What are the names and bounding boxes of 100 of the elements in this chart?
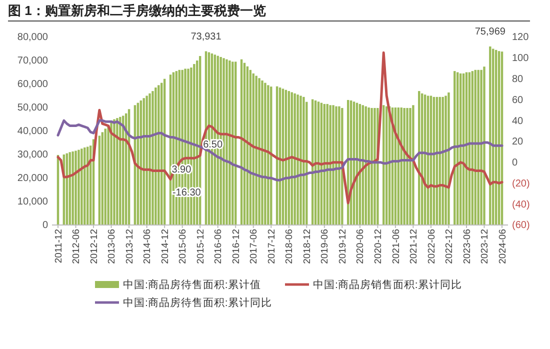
y2-tick-label: 20	[512, 136, 524, 148]
x-tick-label: 2016-12	[230, 229, 242, 264]
x-tick-label: 2022-06	[426, 229, 438, 264]
y-tick-label: 50,000	[17, 102, 48, 114]
bar	[294, 93, 296, 225]
x-tick-label: 2019-12	[337, 229, 348, 264]
chart-title: 图 1：购置新房和二手房缴纳的主要税费一览	[8, 3, 266, 18]
x-tick-label: 2014-12	[160, 229, 171, 264]
y2-tick-label: 120	[512, 32, 530, 44]
y-tick-label: 20,000	[17, 173, 48, 184]
bar	[228, 60, 231, 225]
y2-tick-label: (40)	[512, 199, 530, 210]
y2-tick-label: (20)	[512, 178, 530, 190]
line-series	[56, 119, 504, 182]
bar	[374, 108, 376, 225]
bar	[406, 108, 408, 225]
bar	[300, 96, 302, 225]
y-tick-label: 80,000	[17, 32, 48, 44]
x-tick-label: 2018-12	[302, 229, 313, 264]
x-tick-label: 2017-06	[248, 229, 260, 264]
bar	[332, 105, 334, 225]
y2-tick-label: (60)	[512, 220, 530, 232]
bar	[264, 82, 266, 225]
bar	[442, 96, 444, 225]
x-tick-label: 2012-06	[71, 229, 82, 264]
bar	[142, 98, 145, 225]
x-tick-label: 2014-06	[142, 229, 154, 264]
y2-tick-label: 80	[512, 74, 524, 85]
x-tick-label: 2024-06	[497, 229, 508, 264]
bar	[72, 151, 74, 225]
bar	[444, 96, 447, 225]
bar	[368, 108, 370, 225]
x-tick-label: 2017-12	[266, 229, 278, 264]
bar	[290, 92, 293, 225]
y-tick-label: 30,000	[17, 150, 48, 161]
legend-label: 中国:商品房销售面积:累计同比	[313, 278, 462, 291]
bar	[370, 108, 373, 225]
x-tick-label: 2023-06	[462, 229, 473, 264]
y2-tick-label: 60	[512, 94, 524, 106]
bar	[483, 66, 486, 225]
bar	[258, 78, 260, 225]
bar	[255, 76, 258, 225]
y2-tick-label: 100	[512, 53, 530, 64]
legend-label: 中国:商品房待售面积:累计同比	[123, 296, 272, 309]
bar	[78, 150, 80, 225]
x-tick-label: 2011-12	[53, 229, 64, 264]
bar	[68, 152, 71, 225]
y-tick-label: 40,000	[17, 126, 48, 138]
bar	[154, 88, 157, 225]
bar	[409, 108, 412, 225]
bar	[101, 132, 104, 225]
line-series	[56, 51, 504, 204]
bar	[222, 58, 225, 225]
x-tick-label: 2013-06	[106, 229, 118, 264]
bar	[448, 92, 450, 225]
bar	[107, 125, 110, 225]
data-label: 75,969	[474, 26, 506, 38]
legend-label: 中国:商品房待售面积:累计值	[123, 278, 261, 291]
x-tick-label: 2013-12	[124, 229, 136, 264]
bar	[438, 96, 441, 225]
bar	[477, 70, 480, 225]
bar	[267, 85, 270, 225]
bar	[113, 119, 116, 225]
bar	[329, 105, 332, 225]
bar	[403, 108, 406, 225]
bar	[480, 70, 482, 225]
bar	[261, 80, 264, 225]
bar	[296, 94, 299, 225]
y2-tick-label: 40	[512, 116, 524, 127]
bar	[338, 106, 340, 225]
y2-tick-label: 0	[512, 158, 518, 169]
bar	[119, 116, 122, 225]
y-tick-label: 0	[42, 220, 48, 232]
bar	[412, 105, 414, 225]
x-tick-label: 2021-06	[390, 229, 402, 264]
x-tick-label: 2019-06	[320, 229, 331, 264]
bar	[74, 150, 77, 225]
x-tick-label: 2018-06	[284, 229, 296, 264]
y-tick-label: 70,000	[17, 56, 48, 67]
bar	[335, 106, 338, 225]
bar	[341, 108, 344, 225]
bar	[302, 96, 305, 225]
bar	[146, 96, 148, 225]
x-tick-label: 2023-12	[480, 229, 491, 264]
x-tick-label: 2015-06	[178, 229, 189, 264]
bar	[226, 59, 228, 225]
bar	[152, 91, 154, 225]
bar	[80, 148, 83, 225]
y-tick-label: 10,000	[17, 196, 48, 208]
bar	[489, 46, 492, 225]
x-tick-label: 2022-12	[444, 229, 456, 264]
x-tick-label: 2012-12	[88, 229, 100, 264]
x-tick-label: 2015-12	[195, 229, 206, 264]
bar	[98, 136, 101, 225]
bar	[116, 118, 118, 225]
x-tick-label: 2021-12	[408, 229, 420, 264]
x-tick-label: 2020-06	[355, 229, 366, 264]
data-label: 73,931	[190, 31, 222, 42]
bar	[364, 106, 367, 225]
bar	[104, 128, 106, 225]
